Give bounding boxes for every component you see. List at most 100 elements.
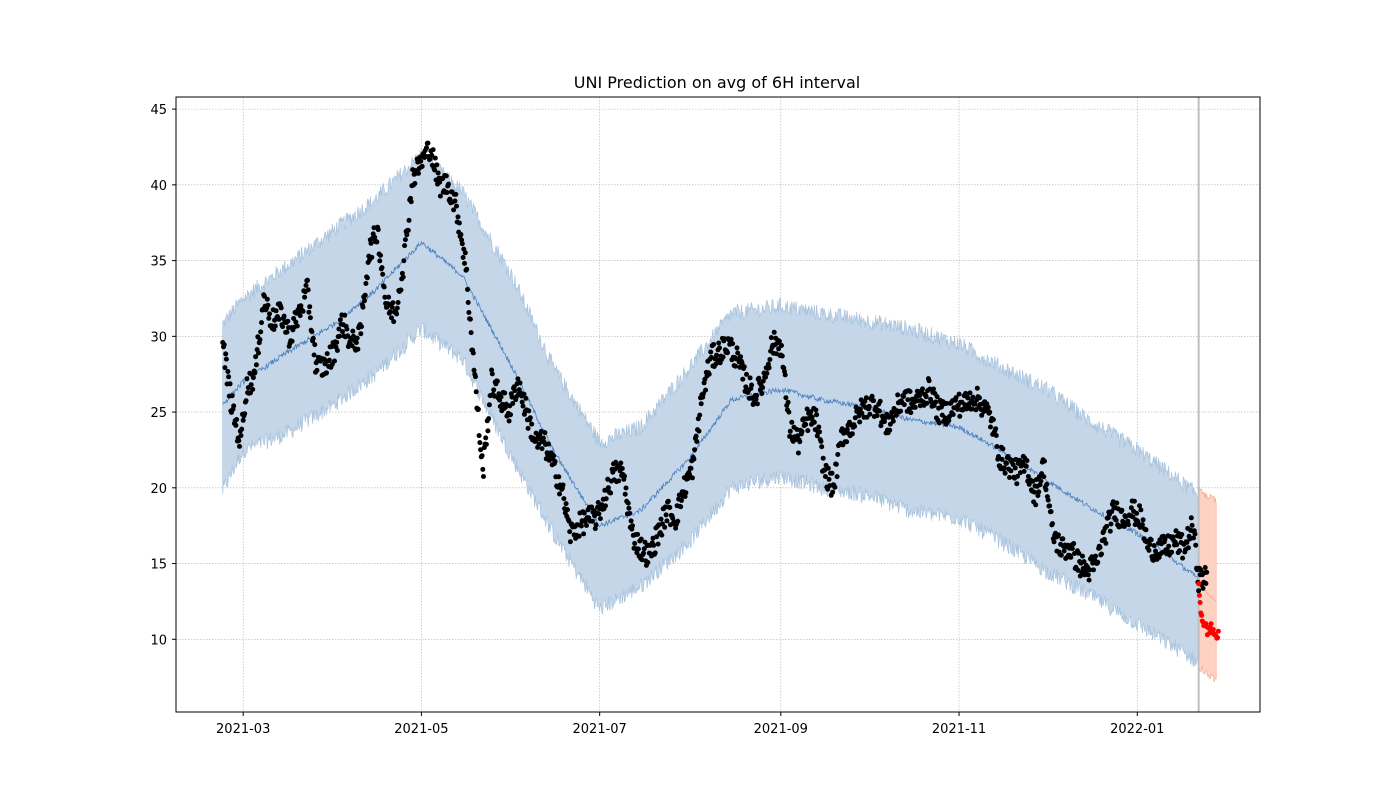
observed-point: [833, 461, 839, 467]
observed-point: [265, 302, 271, 308]
observed-point: [694, 439, 700, 444]
observed-point: [1174, 542, 1180, 548]
observed-point: [355, 346, 361, 352]
observed-point: [825, 465, 831, 471]
observed-point: [691, 456, 697, 462]
x-tick-label: 2022-01: [1110, 722, 1164, 737]
observed-point: [1047, 503, 1053, 509]
observed-point: [381, 284, 387, 290]
observed-point: [231, 403, 237, 409]
observed-point: [476, 433, 482, 439]
x-tick-label: 2021-03: [216, 722, 270, 737]
observed-point: [250, 386, 256, 392]
observed-point: [655, 541, 661, 547]
observed-point: [332, 358, 337, 364]
observed-point: [786, 409, 792, 415]
observed-point: [874, 413, 880, 419]
observed-point: [358, 331, 364, 337]
observed-point: [890, 418, 896, 424]
observed-point: [622, 491, 628, 497]
observed-point: [1004, 460, 1009, 466]
observed-point: [1113, 517, 1119, 523]
observed-point: [713, 361, 719, 367]
observed-point: [237, 443, 242, 449]
observed-point: [706, 371, 712, 377]
observed-point: [581, 510, 587, 516]
observed-point: [743, 384, 749, 390]
observed-point: [1069, 546, 1075, 552]
observed-point: [581, 531, 587, 537]
observed-point: [783, 395, 789, 401]
observed-point: [956, 391, 962, 397]
observed-point: [468, 330, 474, 336]
observed-point: [785, 399, 791, 405]
observed-point: [1109, 509, 1115, 515]
observed-point: [999, 456, 1005, 462]
observed-point: [1023, 463, 1029, 469]
observed-point: [829, 470, 835, 476]
observed-point: [520, 403, 526, 409]
observed-point: [797, 439, 803, 445]
observed-point: [419, 163, 425, 169]
observed-point: [387, 309, 393, 315]
observed-point: [567, 529, 573, 535]
observed-point: [483, 441, 489, 447]
observed-point: [869, 393, 875, 399]
observed-point: [988, 424, 993, 430]
observed-point: [603, 503, 608, 509]
observed-point: [808, 409, 814, 415]
observed-point: [877, 398, 883, 404]
observed-point: [378, 252, 383, 258]
observed-point: [565, 507, 570, 513]
observed-point: [626, 505, 632, 511]
observed-point: [1138, 507, 1144, 513]
observed-point: [508, 412, 513, 418]
observed-point: [766, 365, 772, 371]
observed-point: [234, 417, 240, 422]
observed-point: [970, 394, 976, 400]
observed-point: [324, 370, 329, 376]
forecast-point: [1196, 592, 1202, 598]
observed-point: [475, 406, 481, 412]
observed-point: [944, 400, 950, 406]
observed-point: [391, 319, 397, 325]
observed-point: [456, 220, 462, 226]
observed-point: [1071, 541, 1077, 546]
observed-point: [437, 193, 443, 199]
observed-point: [979, 412, 985, 418]
observed-point: [1085, 572, 1091, 578]
observed-point: [688, 465, 694, 471]
observed-point: [698, 401, 704, 407]
observed-point: [759, 391, 765, 396]
observed-point: [720, 354, 726, 360]
observed-point: [519, 399, 525, 405]
observed-point: [641, 546, 647, 552]
observed-point: [563, 501, 569, 507]
observed-point: [294, 323, 300, 329]
observed-point: [576, 533, 582, 539]
observed-point: [1048, 509, 1054, 515]
observed-point: [353, 340, 359, 346]
x-tick-label: 2021-05: [394, 722, 448, 737]
observed-point: [462, 250, 468, 256]
y-tick-label: 20: [150, 482, 167, 497]
observed-point: [716, 340, 722, 346]
observed-point: [398, 287, 404, 293]
plot-area: 2021-03 2021-05 2021-07 2021-09 2021-11 2022-…: [150, 96, 1261, 737]
observed-point: [1126, 522, 1131, 528]
observed-point: [697, 412, 703, 418]
observed-point: [955, 406, 961, 412]
observed-point: [540, 435, 546, 441]
observed-point: [225, 369, 231, 374]
trend-line: [222, 241, 1199, 582]
observed-point: [658, 516, 664, 522]
observed-point: [523, 395, 529, 401]
observed-point: [479, 453, 485, 459]
observed-point: [481, 474, 486, 479]
observed-point: [830, 489, 836, 495]
y-tick-label: 15: [150, 558, 167, 573]
observed-point: [912, 404, 918, 410]
observed-point: [638, 536, 644, 542]
observed-point: [1099, 551, 1104, 557]
observed-point: [1103, 540, 1109, 546]
